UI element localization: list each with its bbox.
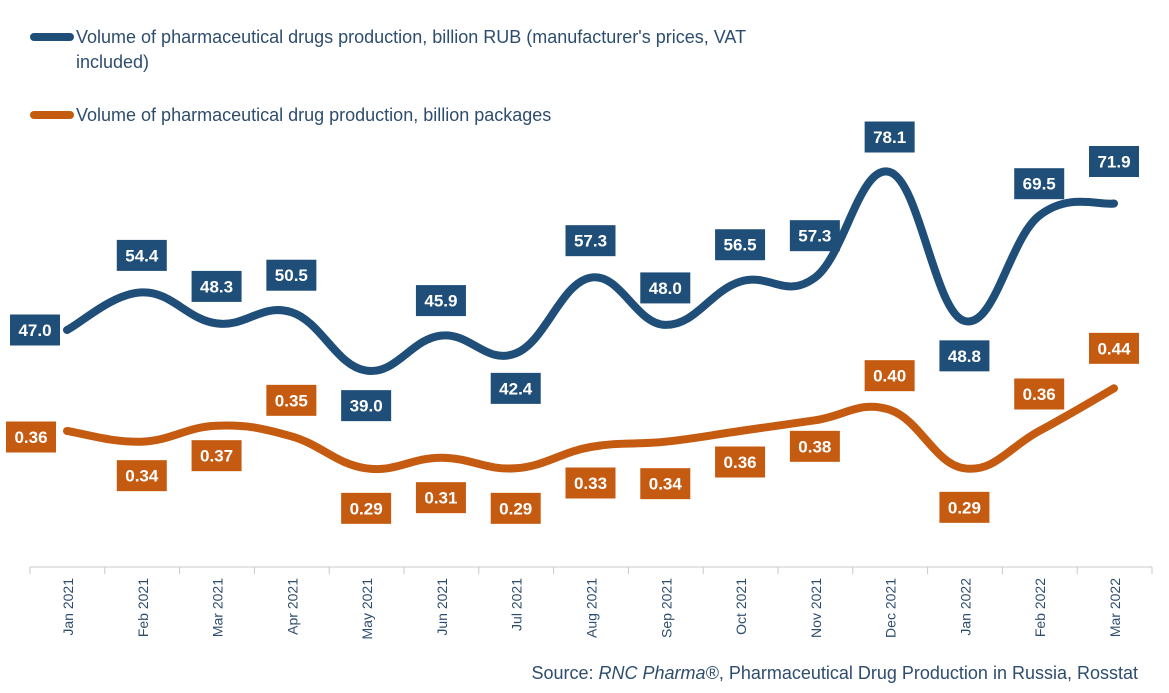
data-label-box <box>715 446 766 478</box>
data-label: 0.29 <box>948 498 981 517</box>
data-label: 0.29 <box>350 499 383 518</box>
data-label: 45.9 <box>424 292 457 311</box>
data-label: 0.34 <box>125 467 159 486</box>
x-tick-label: Jan 2022 <box>957 578 973 636</box>
data-label: 48.8 <box>948 347 981 366</box>
data-label-box <box>490 372 541 404</box>
legend-label-packages: Volume of pharmaceutical drug production… <box>76 105 552 125</box>
data-label: 0.36 <box>724 453 757 472</box>
data-label-box <box>116 460 167 492</box>
data-label: 48.0 <box>649 279 682 298</box>
data-label: 42.4 <box>499 379 533 398</box>
data-label-box <box>191 270 242 302</box>
source-rest: , Pharmaceutical Drug Production in Russ… <box>718 663 1138 683</box>
data-label-box <box>939 340 990 372</box>
x-tick-label: Dec 2021 <box>883 578 899 638</box>
source-brand: RNC Pharma® <box>598 663 719 683</box>
data-label: 56.5 <box>724 236 757 255</box>
x-tick-label: Mar 2021 <box>210 578 226 637</box>
data-label-box <box>1014 168 1065 200</box>
data-label-box <box>341 390 392 422</box>
x-tick-label: Jan 2021 <box>60 578 76 636</box>
data-label: 57.3 <box>798 227 831 246</box>
data-label-box <box>341 492 392 524</box>
data-label-box <box>640 468 691 500</box>
data-label-box <box>939 491 990 523</box>
x-tick-label: Oct 2021 <box>733 578 749 635</box>
data-label-box <box>490 492 541 524</box>
data-label-box <box>191 440 242 472</box>
x-tick-label: Aug 2021 <box>584 578 600 638</box>
x-tick-label: Jun 2021 <box>434 578 450 636</box>
source-prefix: Source: <box>531 663 599 683</box>
legend-item-packages: Volume of pharmaceutical drug production… <box>30 103 756 128</box>
data-label: 0.37 <box>200 447 233 466</box>
x-tick-label: Nov 2021 <box>808 578 824 638</box>
data-label-box <box>415 482 466 514</box>
legend-item-rub: Volume of pharmaceutical drugs productio… <box>30 25 756 75</box>
data-label: 48.3 <box>200 277 233 296</box>
data-label: 39.0 <box>350 397 383 416</box>
data-label-box <box>266 259 317 291</box>
data-label: 57.3 <box>574 232 607 251</box>
data-label: 0.44 <box>1097 339 1131 358</box>
x-tick-label: May 2021 <box>359 578 375 640</box>
data-label: 0.36 <box>1023 385 1056 404</box>
x-tick-label: Jul 2021 <box>509 578 525 631</box>
series-line-0 <box>63 167 1118 375</box>
data-label: 0.36 <box>14 428 47 447</box>
data-label: 78.1 <box>873 128 906 147</box>
data-label-box <box>1014 378 1065 410</box>
data-label-box <box>864 360 915 392</box>
data-label: 0.35 <box>275 391 308 410</box>
legend-label-rub: Volume of pharmaceutical drugs productio… <box>76 27 746 72</box>
data-label: 0.40 <box>873 367 906 386</box>
source-note: Source: RNC Pharma®, Pharmaceutical Drug… <box>531 663 1138 684</box>
data-label-box <box>640 272 691 304</box>
data-label-box <box>789 430 840 462</box>
data-label: 54.4 <box>125 246 159 265</box>
data-label-box <box>789 220 840 252</box>
data-label: 69.5 <box>1023 175 1056 194</box>
x-tick-label: Apr 2021 <box>284 578 300 635</box>
x-tick-label: Feb 2022 <box>1032 578 1048 637</box>
data-label: 0.29 <box>499 499 532 518</box>
data-label-box <box>6 421 56 453</box>
data-label-box <box>1089 145 1139 177</box>
data-label-box <box>715 229 766 261</box>
data-label-box <box>1089 332 1139 364</box>
series-line-1 <box>63 384 1118 474</box>
data-label-box <box>266 384 317 416</box>
data-label: 0.34 <box>649 475 683 494</box>
legend-swatch-packages <box>30 111 74 119</box>
data-label: 71.9 <box>1097 152 1130 171</box>
data-label-box <box>415 285 466 317</box>
data-label: 0.38 <box>798 437 831 456</box>
data-label: 0.31 <box>424 489 457 508</box>
x-tick-label: Feb 2021 <box>135 578 151 637</box>
x-tick-label: Sep 2021 <box>658 578 674 638</box>
data-label: 50.5 <box>275 266 308 285</box>
data-label-box <box>10 314 60 346</box>
data-label: 47.0 <box>18 321 51 340</box>
legend-swatch-rub <box>30 33 74 41</box>
data-label-box <box>565 225 616 257</box>
x-tick-label: Mar 2022 <box>1107 578 1123 637</box>
data-label-box <box>116 239 167 271</box>
data-label: 0.33 <box>574 474 607 493</box>
data-label-box <box>864 121 915 153</box>
data-label-box <box>565 467 616 499</box>
